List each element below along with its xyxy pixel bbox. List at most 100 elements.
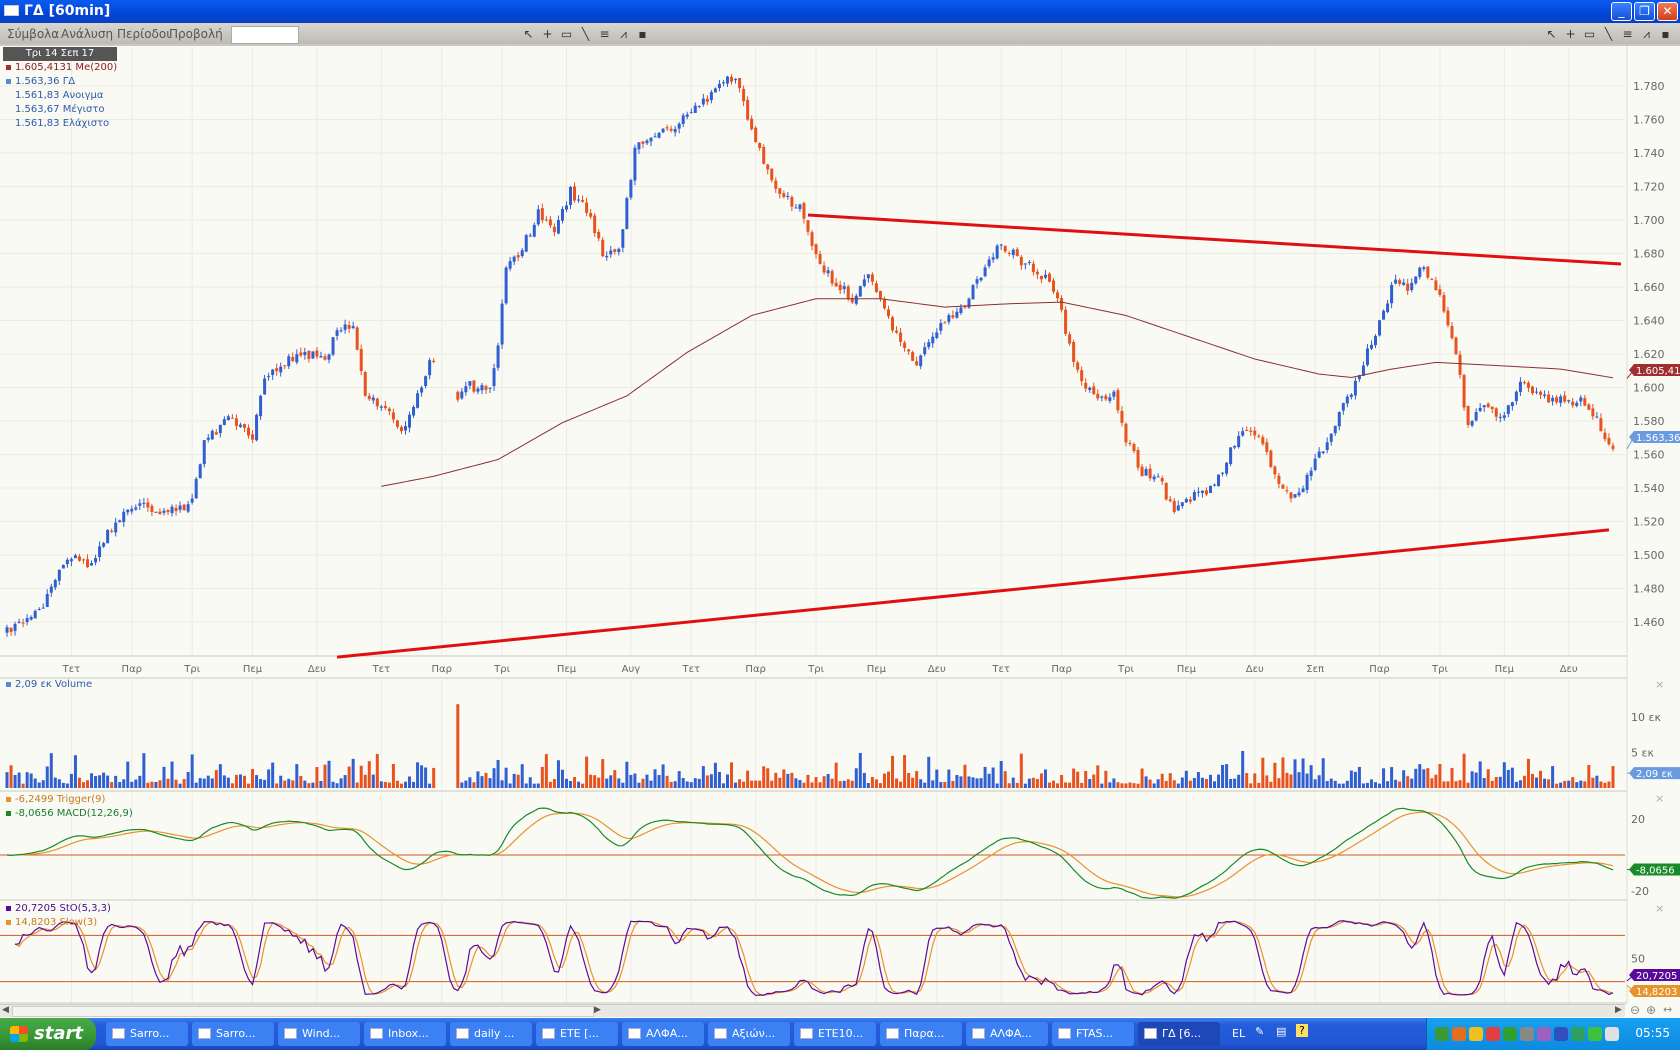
menu-symbols[interactable]: Σύμβολα — [7, 27, 60, 41]
candle-body — [1221, 472, 1225, 474]
candle-body — [343, 324, 347, 330]
taskbar-item[interactable]: ΑΛΦΑ... — [622, 1022, 704, 1046]
taskbar-item[interactable]: ΓΔ [6... — [1138, 1022, 1220, 1046]
grid-icon[interactable]: ≡ — [599, 27, 610, 41]
tray-icon[interactable] — [1520, 1027, 1534, 1041]
taskbar-item[interactable]: Αξιών... — [708, 1022, 790, 1046]
volume-bar — [1245, 773, 1249, 788]
pointer-icon[interactable]: ↖ — [1546, 27, 1557, 41]
volume-bar — [1378, 783, 1382, 788]
zoom-out-icon[interactable]: ⊖ — [1630, 1003, 1641, 1017]
scroll-thumb[interactable] — [12, 1006, 594, 1017]
candle-body — [814, 244, 818, 255]
menu-periods[interactable]: Περίοδοι — [117, 27, 171, 41]
tray-icon[interactable] — [1452, 1027, 1466, 1041]
chart-icon[interactable]: ⩘ — [1643, 27, 1650, 41]
save-icon[interactable]: ▪ — [638, 27, 647, 41]
candle-body — [617, 248, 621, 253]
taskbar-item[interactable]: Wind... — [278, 1022, 360, 1046]
tray-icon[interactable] — [1537, 1027, 1551, 1041]
candle-body — [1015, 249, 1019, 256]
horizontal-scrollbar[interactable]: ◀ ▶ ▶ — [0, 1004, 1625, 1017]
volume-bar — [1213, 781, 1217, 788]
candle-body — [1245, 429, 1249, 431]
scroll-mid-arrow-icon[interactable]: ▶ — [594, 1005, 601, 1015]
taskbar-item[interactable]: FTAS... — [1052, 1022, 1134, 1046]
fit-width-icon[interactable]: ↔ — [1663, 1003, 1673, 1016]
candle-body — [528, 235, 532, 237]
volume-bar — [371, 774, 375, 788]
crosshair-icon[interactable]: + — [1565, 27, 1576, 41]
volume-bar — [17, 772, 21, 788]
time-tick-label: Σεπ — [1306, 664, 1324, 675]
candle-body — [1100, 396, 1104, 398]
candle-body — [456, 391, 460, 400]
candle-body — [597, 232, 601, 239]
scroll-right-icon[interactable]: ▶ — [1615, 1005, 1622, 1015]
candle-body — [717, 83, 721, 89]
close-stoch-pane-icon[interactable]: × — [1655, 902, 1665, 915]
macd-line — [6, 807, 1614, 899]
rectangle-icon[interactable]: ▭ — [560, 27, 573, 41]
tray-icon[interactable] — [1588, 1027, 1602, 1041]
tray-icon[interactable] — [1605, 1027, 1619, 1041]
keyboard-toggle-icon[interactable]: ▤ — [1276, 1025, 1287, 1038]
taskbar-item[interactable]: Inbox... — [364, 1022, 446, 1046]
crosshair-icon[interactable]: + — [542, 27, 553, 41]
close-button[interactable]: ✕ — [1657, 2, 1678, 21]
taskbar-item[interactable]: daily ... — [450, 1022, 532, 1046]
taskbar-item[interactable]: ΑΛΦΑ... — [966, 1022, 1048, 1046]
volume-bar — [114, 775, 118, 788]
menu-analysis[interactable]: Ανάλυση — [61, 27, 114, 41]
macd-swatch-icon — [6, 810, 11, 816]
menu-view[interactable]: Προβολή — [169, 27, 223, 41]
tray-icon[interactable] — [1486, 1027, 1500, 1041]
grid-icon[interactable]: ≡ — [1622, 27, 1633, 41]
close-macd-pane-icon[interactable]: × — [1655, 792, 1665, 805]
line-icon[interactable]: ╲ — [1604, 27, 1613, 41]
volume-bar — [810, 782, 814, 788]
tray-icon[interactable] — [1571, 1027, 1585, 1041]
tray-icon[interactable] — [1503, 1027, 1517, 1041]
volume-bar — [560, 769, 564, 788]
volume-bar — [218, 764, 222, 788]
volume-bar — [210, 778, 214, 788]
taskbar-item[interactable]: Sarro... — [192, 1022, 274, 1046]
candle-body — [991, 257, 995, 260]
volume-bar — [1184, 770, 1188, 788]
rectangle-icon[interactable]: ▭ — [1583, 27, 1596, 41]
volume-bar — [1176, 783, 1180, 788]
help-icon[interactable]: ? — [1296, 1024, 1308, 1037]
pointer-icon[interactable]: ↖ — [523, 27, 534, 41]
candle-body — [508, 261, 512, 269]
candle-body — [738, 78, 742, 89]
zoom-in-icon[interactable]: ⊕ — [1646, 1003, 1657, 1017]
tray-icon[interactable] — [1435, 1027, 1449, 1041]
slow-swatch-icon — [6, 919, 11, 925]
taskbar-item[interactable]: ETE10... — [794, 1022, 876, 1046]
taskbar-item[interactable]: Παρα... — [880, 1022, 962, 1046]
candle-body — [891, 317, 895, 331]
tray-icon[interactable] — [1469, 1027, 1483, 1041]
volume-bar — [1398, 781, 1402, 788]
close-volume-pane-icon[interactable]: × — [1655, 678, 1665, 691]
pen-icon[interactable]: ✎ — [1255, 1025, 1265, 1038]
volume-bar — [951, 780, 955, 788]
candle-body — [251, 434, 255, 440]
restore-button[interactable]: ❐ — [1634, 2, 1655, 21]
chart-icon[interactable]: ⩘ — [620, 27, 627, 41]
volume-bar — [778, 777, 782, 788]
volume-bar — [862, 772, 866, 788]
candle-body — [1390, 284, 1394, 304]
save-icon[interactable]: ▪ — [1661, 27, 1670, 41]
candle-body — [1317, 451, 1321, 458]
tray-icon[interactable] — [1554, 1027, 1568, 1041]
symbol-input[interactable] — [231, 26, 299, 44]
minimize-button[interactable]: _ — [1611, 2, 1632, 21]
taskbar-item[interactable]: Sarro... — [106, 1022, 188, 1046]
language-indicator[interactable]: EL — [1232, 1027, 1246, 1040]
scroll-left-icon[interactable]: ◀ — [2, 1005, 9, 1015]
line-icon[interactable]: ╲ — [581, 27, 590, 41]
taskbar-item[interactable]: ETE [... — [536, 1022, 618, 1046]
